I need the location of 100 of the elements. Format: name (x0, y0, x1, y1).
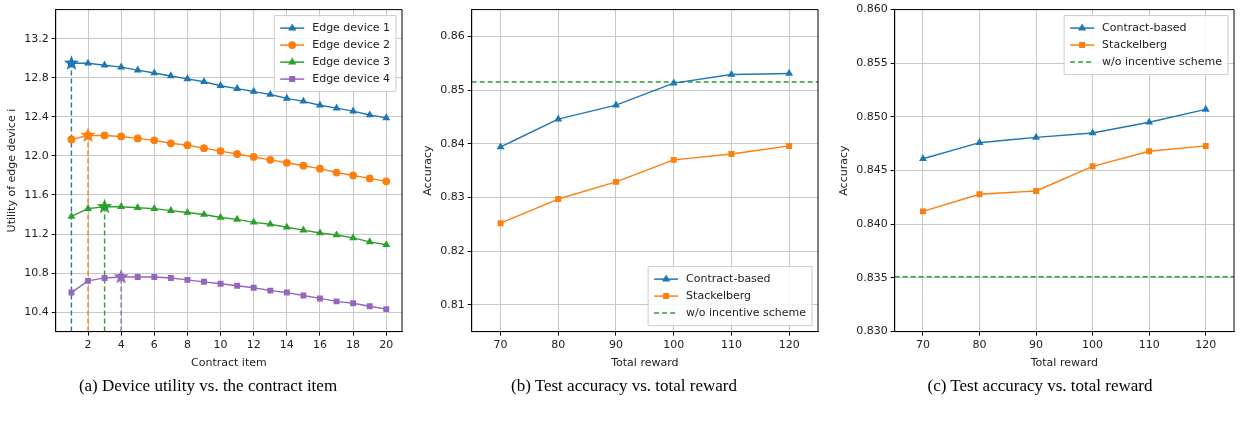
point (200, 144, 208, 153)
point (382, 240, 390, 248)
point (1202, 105, 1210, 112)
x-tick-label: 110 (1138, 338, 1160, 352)
y-tick-label: 0.845 (856, 163, 888, 177)
point (316, 229, 324, 236)
legend-label: Stackelberg (686, 288, 752, 302)
point (785, 69, 793, 76)
point (497, 143, 505, 150)
x-tick-label: 16 (312, 338, 327, 352)
point (117, 202, 125, 209)
x-tick-label: 120 (778, 338, 800, 352)
point (68, 289, 75, 296)
point (101, 61, 109, 68)
point (350, 300, 357, 307)
point (670, 79, 678, 86)
point (728, 151, 735, 157)
x-tick-label: 110 (720, 338, 742, 352)
point (299, 161, 308, 170)
point (117, 132, 126, 141)
point (267, 287, 274, 294)
point (167, 72, 175, 79)
x-tick-label: 70 (493, 338, 508, 352)
point (349, 107, 357, 114)
x-tick-label: 120 (1195, 338, 1217, 352)
legend-label: w/o incentive scheme (686, 305, 807, 319)
point (366, 303, 373, 310)
x-tick-label: 4 (117, 338, 125, 352)
y-tick-label: 0.84 (440, 136, 465, 150)
point (283, 223, 291, 230)
point (266, 220, 274, 227)
point (134, 66, 142, 73)
text: (b) Test accuracy vs. total reward (510, 376, 738, 396)
point (555, 196, 562, 203)
point (101, 274, 108, 281)
point (133, 134, 142, 143)
point (382, 114, 390, 121)
point (216, 147, 225, 155)
point (349, 171, 358, 180)
x-axis-title: Contract item (191, 356, 267, 370)
legend-label: Contract-based (686, 271, 771, 285)
point (283, 289, 290, 296)
y-tick-label: 0.855 (856, 56, 888, 70)
legend-label: Stackelberg (1102, 37, 1168, 51)
point (382, 177, 391, 186)
point (250, 218, 258, 225)
x-tick-label: 70 (915, 338, 930, 352)
point (183, 74, 191, 82)
point (612, 101, 620, 108)
point (150, 204, 158, 211)
y-tick-label: 12.8 (24, 70, 49, 84)
point (365, 174, 374, 183)
point (613, 178, 619, 185)
point (383, 306, 390, 313)
point (201, 278, 207, 285)
point (333, 231, 341, 238)
point (134, 203, 142, 210)
point (920, 208, 926, 215)
point (167, 206, 175, 213)
point (183, 141, 192, 150)
point (497, 220, 504, 227)
point (217, 213, 225, 220)
y-tick-label: 0.850 (856, 109, 888, 123)
point (183, 208, 191, 215)
y-tick-label: 11.6 (24, 187, 49, 201)
point (316, 101, 324, 108)
y-axis-title: Accuracy (421, 145, 435, 196)
x-tick-label: 100 (1082, 338, 1104, 352)
point (1145, 118, 1153, 125)
point (333, 104, 341, 111)
point (976, 191, 983, 198)
point (150, 69, 158, 76)
y-tick-label: 0.830 (856, 324, 888, 338)
point (200, 77, 208, 85)
point (84, 59, 92, 66)
text: (c) Test accuracy vs. total reward (926, 376, 1154, 396)
point (233, 215, 241, 222)
y-tick-label: 12.4 (24, 109, 49, 123)
point (134, 274, 141, 280)
point (299, 97, 307, 104)
point (300, 292, 307, 299)
x-tick-label: 8 (183, 338, 191, 352)
point (366, 237, 374, 245)
y-tick-label: 0.840 (856, 217, 888, 231)
point (332, 168, 341, 177)
y-axis-title: Utility of edge device i (5, 108, 19, 233)
point (266, 155, 275, 164)
x-tick-label: 80 (551, 338, 566, 352)
point (217, 81, 225, 89)
x-tick-label: 6 (150, 338, 158, 352)
point (100, 131, 109, 140)
point (150, 136, 159, 145)
x-tick-label: 20 (379, 338, 394, 352)
point (250, 87, 258, 94)
point (166, 139, 175, 148)
point (184, 276, 191, 283)
point (233, 84, 241, 91)
point (1089, 163, 1096, 170)
y-tick-label: 0.85 (440, 82, 465, 96)
legend-label: w/o incentive scheme (1102, 54, 1223, 68)
